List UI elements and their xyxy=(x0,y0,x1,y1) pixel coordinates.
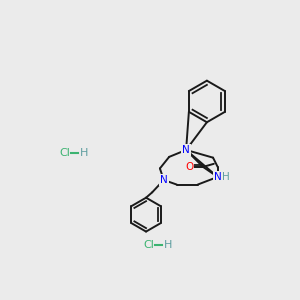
Text: H: H xyxy=(80,148,88,158)
Text: O: O xyxy=(185,162,193,172)
Text: H: H xyxy=(222,172,230,182)
Text: Cl: Cl xyxy=(143,240,154,250)
Text: N: N xyxy=(182,145,190,155)
Text: N: N xyxy=(160,175,168,185)
Text: H: H xyxy=(164,240,172,250)
Text: Cl: Cl xyxy=(59,148,70,158)
Text: N: N xyxy=(214,172,221,182)
